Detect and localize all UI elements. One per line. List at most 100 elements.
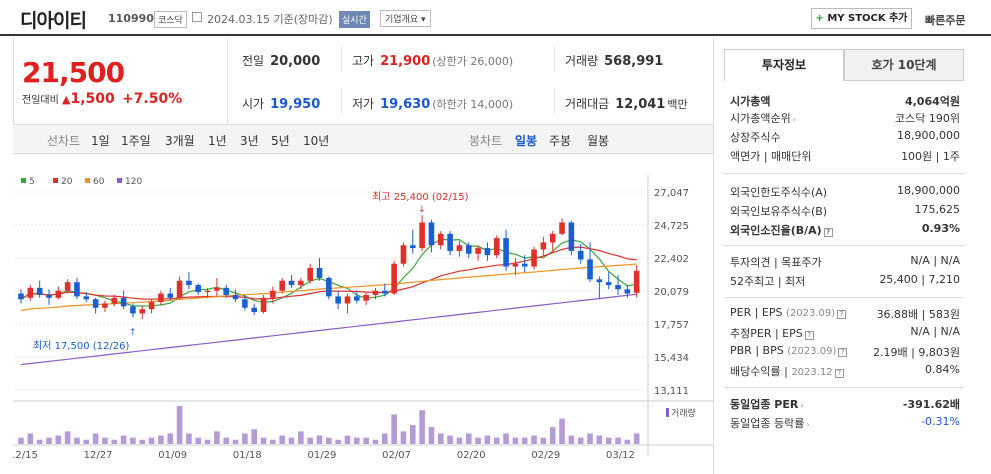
info-row: 외국인보유주식수(B) 175,625	[730, 203, 960, 218]
tab-orderbook[interactable]: 호가 10단계	[844, 49, 964, 81]
candle-body	[148, 302, 155, 310]
candle-body	[46, 294, 52, 298]
candle-body	[270, 290, 276, 298]
candle-body	[335, 296, 341, 304]
volume-bar	[195, 437, 202, 444]
candle-body	[382, 290, 388, 294]
tab-monthly[interactable]: 월봉	[587, 134, 610, 148]
volume-bar	[549, 427, 556, 444]
day-high: 고가 21,900 (상한가 26,000)	[352, 54, 514, 69]
volume-bar	[223, 437, 230, 444]
info-row: 액면가 | 매매단위 100원 | 1주	[730, 150, 960, 163]
tab-daily[interactable]: 일봉	[515, 134, 538, 148]
candle-body	[484, 248, 491, 256]
stock-name: 디아이티	[20, 10, 87, 32]
volume-bar	[18, 437, 24, 444]
volume-bar	[400, 431, 407, 444]
candle-body	[102, 303, 108, 308]
help-icon: ?	[804, 331, 814, 340]
candle-body	[465, 245, 472, 254]
info-row: 시가총액 4,064억원	[730, 95, 960, 108]
candle-body	[242, 299, 248, 308]
volume-bar	[559, 418, 565, 444]
candle-body	[298, 280, 304, 286]
tab-3y[interactable]: 3년	[240, 134, 259, 148]
help-icon: ?	[834, 369, 844, 378]
volume-bar	[120, 435, 127, 444]
candle-body	[74, 282, 80, 297]
volume-bar	[503, 433, 509, 444]
volume-bar	[615, 437, 621, 444]
candle-body	[18, 293, 24, 300]
my-stock-add-button[interactable]: + MY STOCK 추가	[811, 8, 912, 29]
x-tick-label: 12/15	[13, 450, 38, 461]
tab-10y[interactable]: 10년	[303, 134, 330, 148]
candle-body	[633, 270, 640, 293]
chevron-right-icon: ›	[800, 401, 804, 410]
volume-bar	[624, 439, 631, 444]
investment-info-panel: 투자정보 호가 10단계 시가총액 4,064억원 시가총액순위 › 코스닥 190위…	[713, 38, 991, 474]
info-row: 상장주식수 18,900,000	[730, 129, 960, 144]
candle-body	[344, 296, 351, 304]
volume-legend-swatch	[666, 408, 669, 417]
price-chart[interactable]: 5 20 60 120 27,047 24,725 22,402 20,079 17,757 15…	[13, 155, 713, 474]
realtime-button[interactable]: 실시간	[339, 11, 370, 28]
candle-body	[83, 296, 90, 300]
help-icon: ?	[838, 348, 848, 357]
legend-swatch	[53, 178, 58, 183]
company-overview-dropdown[interactable]: 기업개요 ▾	[380, 10, 431, 27]
info-row: 외국인한도주식수(A) 18,900,000	[730, 184, 960, 199]
chevron-right-icon: ›	[792, 115, 796, 124]
candle-body	[186, 280, 192, 286]
quick-order-link[interactable]: 빠른주문	[925, 14, 966, 27]
line-chart-label: 선차트	[47, 134, 81, 148]
volume-bar	[382, 433, 388, 444]
candle-body	[316, 267, 323, 278]
volume-bar	[111, 439, 118, 444]
candle-body	[577, 250, 584, 260]
candle-body	[521, 263, 528, 267]
tab-invest-info[interactable]: 투자정보	[724, 49, 844, 81]
candle-body	[559, 222, 565, 234]
volume-bar	[354, 437, 360, 444]
candle-body	[475, 248, 481, 254]
candle-body	[326, 277, 332, 297]
plus-icon: +	[815, 13, 824, 24]
volume-legend-label: 거래량	[671, 407, 696, 419]
tab-1w[interactable]: 1주일	[121, 134, 151, 148]
legend-swatch	[85, 178, 90, 183]
tab-1d[interactable]: 1일	[91, 134, 110, 148]
tab-weekly[interactable]: 주봉	[549, 134, 572, 148]
high-annotation: 최고 25,400 (02/15)	[372, 191, 468, 203]
y-tick-label: 17,757	[654, 320, 689, 331]
volume-bar	[493, 437, 500, 444]
legend-label: 5	[29, 177, 35, 187]
volume-bar	[55, 435, 62, 444]
volume-bar	[288, 437, 295, 444]
candle-body	[372, 290, 379, 295]
tab-3m[interactable]: 3개월	[165, 134, 195, 148]
volume-bar	[605, 437, 612, 444]
volume-bar	[428, 427, 435, 444]
volume-bar	[102, 437, 108, 444]
candle-chart-label: 봉차트	[469, 134, 503, 148]
candle-body	[391, 263, 397, 294]
candle-body	[64, 282, 71, 291]
down-arrow-icon: ↓	[418, 205, 426, 215]
info-row: 투자의견 | 목표주가 N/A | N/A	[730, 254, 960, 269]
volume-bar	[186, 433, 192, 444]
chevron-right-icon: ›	[806, 420, 810, 429]
candle-body	[447, 233, 453, 251]
help-icon: ?	[823, 228, 833, 237]
base-date: 2024.03.15 기준(장마감)	[207, 13, 333, 26]
volume-bar	[456, 437, 463, 444]
tab-5y[interactable]: 5년	[271, 134, 290, 148]
candle-body	[232, 294, 239, 300]
y-tick-label: 22,402	[654, 254, 689, 265]
y-tick-label: 15,434	[654, 353, 689, 364]
volume-bar	[633, 433, 640, 444]
legend-label: 20	[61, 177, 73, 187]
day-low: 저가 19,630 (하한가 14,000)	[352, 97, 514, 112]
candle-body	[428, 222, 435, 246]
tab-1y[interactable]: 1년	[208, 134, 227, 148]
